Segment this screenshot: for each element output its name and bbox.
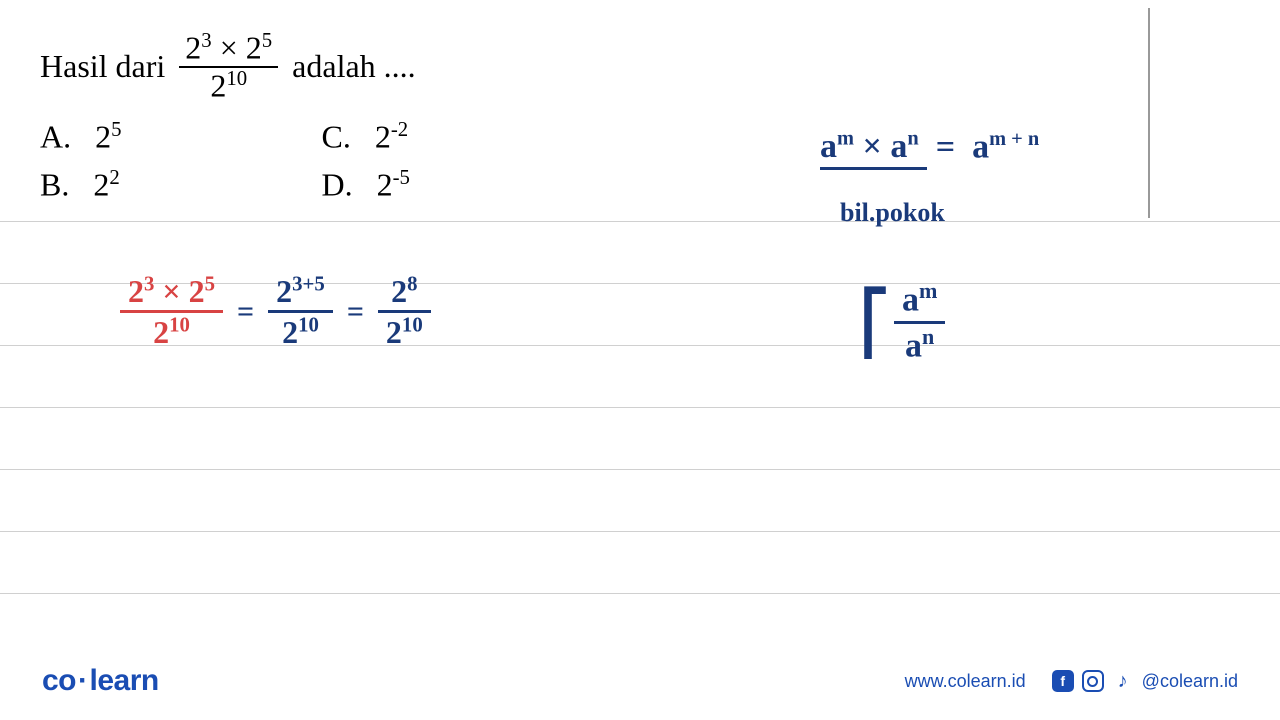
question-suffix: adalah .... bbox=[292, 48, 416, 85]
exponent-rule-multiply: am × an = am + n bil.pokok bbox=[820, 128, 1039, 166]
facebook-icon: f bbox=[1052, 670, 1074, 692]
base-label: bil.pokok bbox=[840, 198, 945, 228]
handwritten-working: 23 × 25 210 = 23+5 210 = 28 bbox=[120, 272, 431, 352]
working-step2: 23+5 210 bbox=[268, 272, 333, 352]
working-step3: 28 210 bbox=[378, 272, 431, 352]
footer: co·learn www.colearn.id f ♪ @colearn.id bbox=[0, 664, 1280, 698]
working-step1: 23 × 25 210 bbox=[120, 272, 223, 352]
choice-c: C. 2-2 bbox=[322, 118, 410, 156]
social-handle: @colearn.id bbox=[1142, 671, 1238, 692]
ruled-paper-lines bbox=[0, 160, 1280, 594]
tiktok-icon: ♪ bbox=[1112, 670, 1134, 692]
instagram-icon bbox=[1082, 670, 1104, 692]
footer-url: www.colearn.id bbox=[905, 671, 1026, 692]
question-text: Hasil dari 23 × 25 210 adalah .... bbox=[40, 30, 416, 104]
question-prefix: Hasil dari bbox=[40, 48, 165, 85]
choice-a: A. 25 bbox=[40, 118, 122, 156]
question-fraction: 23 × 25 210 bbox=[179, 30, 278, 104]
exponent-rule-divide: ⎡ am an bbox=[860, 278, 945, 367]
social-icons: f ♪ @colearn.id bbox=[1052, 670, 1238, 692]
colearn-logo: co·learn bbox=[42, 664, 159, 698]
